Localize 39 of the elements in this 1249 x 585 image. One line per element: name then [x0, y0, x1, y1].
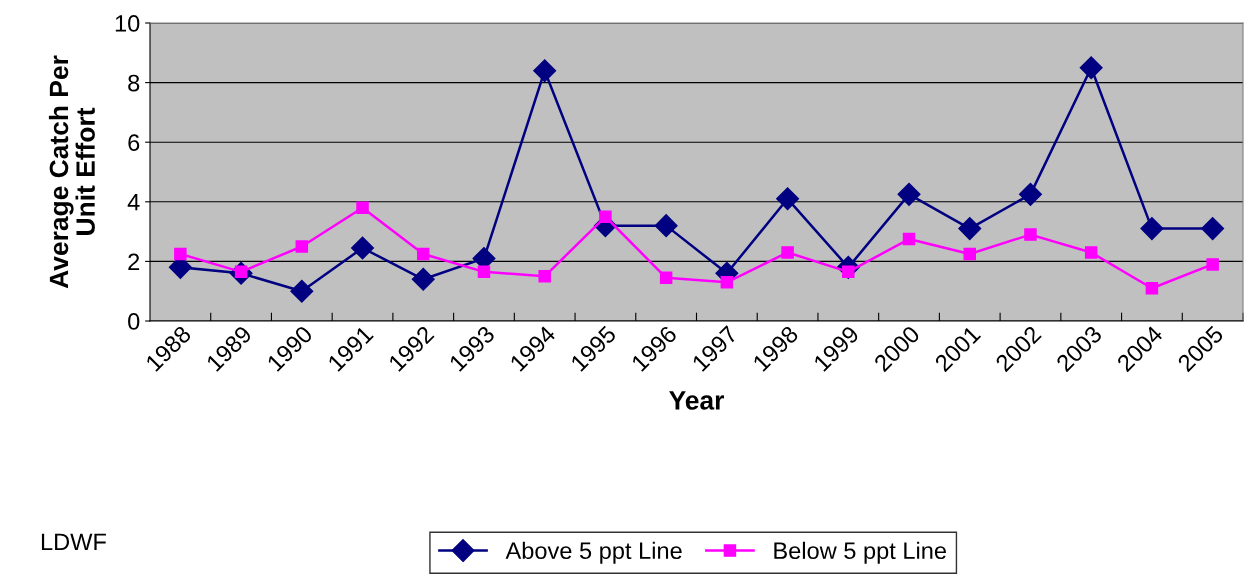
point: [963, 247, 977, 261]
point: [538, 270, 551, 283]
point: [1018, 182, 1042, 206]
point: [356, 201, 369, 215]
point: [174, 247, 187, 261]
point: [897, 182, 921, 206]
point: [295, 240, 309, 253]
y-tick-label: 6: [128, 134, 140, 151]
x-axis-title: Year: [669, 391, 724, 410]
y-axis-title: Average Catch Per Unit Effort: [48, 55, 95, 289]
point: [1201, 217, 1225, 241]
point: [533, 59, 557, 83]
y-tick-label: 4: [127, 194, 140, 211]
point: [290, 279, 314, 303]
point: [659, 271, 673, 285]
point: [654, 214, 678, 238]
point: [1079, 56, 1103, 80]
legend-label: Below 5 ppt Line: [774, 541, 946, 564]
y-tick-label: 8: [128, 74, 140, 92]
point: [1024, 228, 1037, 241]
point: [776, 187, 800, 211]
point: [1145, 281, 1159, 295]
y-tick-label: 10: [115, 15, 140, 32]
point: [599, 210, 612, 223]
point: [416, 247, 430, 261]
y-tick-label: 0: [128, 313, 140, 330]
point: [1084, 246, 1098, 259]
point: [720, 276, 734, 289]
text: LDWF: [41, 533, 106, 550]
point: [1140, 217, 1164, 241]
point: [411, 267, 435, 291]
point: [958, 217, 982, 241]
y-tick-label: 2: [128, 253, 140, 270]
point: [477, 265, 491, 279]
point: [1206, 258, 1219, 271]
legend-label: Above 5 ppt Line: [505, 541, 682, 564]
point: [781, 246, 794, 259]
point: [351, 236, 375, 260]
point: [902, 232, 916, 246]
